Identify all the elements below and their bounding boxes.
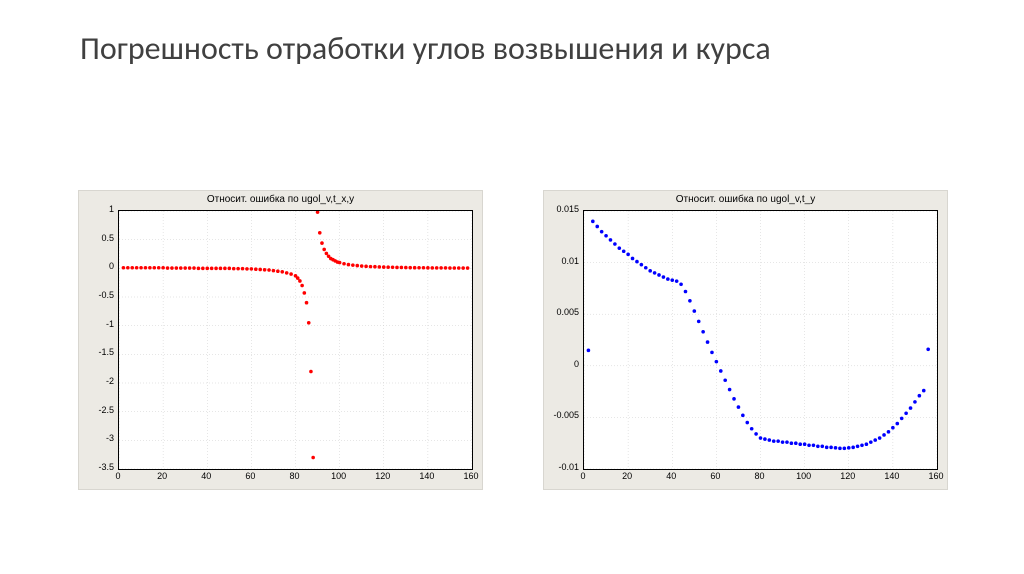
x-tick-label: 140	[417, 471, 437, 481]
right-chart-panel: Относит. ошибка по ugol_v,t_y 0 20 40 60 80 1…	[543, 190, 948, 490]
x-tick-label: 40	[196, 471, 216, 481]
x-tick-label: 100	[794, 471, 814, 481]
x-tick-label: 120	[838, 471, 858, 481]
y-tick-label: 0	[549, 359, 579, 369]
y-tick-label: -3.5	[84, 462, 114, 472]
x-tick-label: 60	[705, 471, 725, 481]
y-tick-label: 1	[84, 204, 114, 214]
x-tick-label: 80	[285, 471, 305, 481]
x-tick-label: 120	[373, 471, 393, 481]
chart-svg	[119, 211, 472, 469]
y-tick-label: 0.005	[549, 307, 579, 317]
x-tick-label: 160	[461, 471, 481, 481]
x-tick-label: 80	[750, 471, 770, 481]
y-tick-label: 0.01	[549, 256, 579, 266]
charts-row: Относит. ошибка по ugol_v,t_x,y 0 20 40 60 8…	[78, 190, 948, 510]
plot-area	[583, 210, 938, 470]
plot-area	[118, 210, 473, 470]
x-tick-label: 0	[108, 471, 128, 481]
x-tick-label: 20	[152, 471, 172, 481]
x-tick-label: 60	[240, 471, 260, 481]
page-title: Погрешность отработки углов возвышения и…	[80, 30, 940, 68]
y-tick-label: -1.5	[84, 347, 114, 357]
x-tick-label: 40	[661, 471, 681, 481]
y-tick-label: 0	[84, 261, 114, 271]
y-tick-label: 0.015	[549, 204, 579, 214]
y-tick-label: -0.5	[84, 290, 114, 300]
left-chart-title: Относит. ошибка по ugol_v,t_x,y	[78, 194, 483, 205]
left-chart-panel: Относит. ошибка по ugol_v,t_x,y 0 20 40 60 8…	[78, 190, 483, 490]
y-tick-label: -2.5	[84, 405, 114, 415]
chart-svg	[584, 211, 937, 469]
right-chart-title: Относит. ошибка по ugol_v,t_y	[543, 194, 948, 205]
y-tick-label: -0.01	[549, 462, 579, 472]
slide: Погрешность отработки углов возвышения и…	[0, 0, 1024, 574]
y-tick-label: -2	[84, 376, 114, 386]
x-tick-label: 100	[329, 471, 349, 481]
x-tick-label: 160	[926, 471, 946, 481]
y-tick-label: -0.005	[549, 410, 579, 420]
y-tick-label: -1	[84, 319, 114, 329]
y-tick-label: -3	[84, 433, 114, 443]
y-tick-label: 0.5	[84, 233, 114, 243]
x-tick-label: 0	[573, 471, 593, 481]
x-tick-label: 20	[617, 471, 637, 481]
x-tick-label: 140	[882, 471, 902, 481]
